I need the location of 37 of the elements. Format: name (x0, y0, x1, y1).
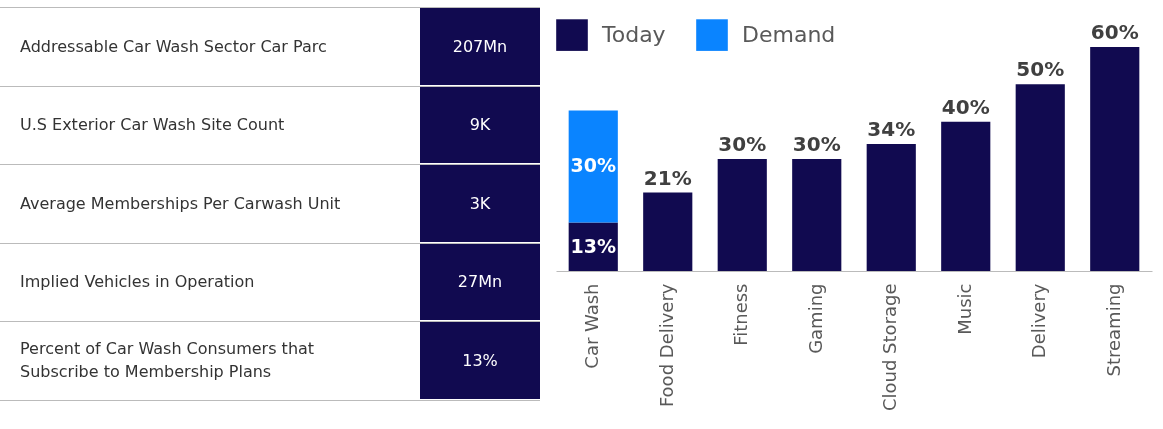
data-label: 50% (1016, 57, 1065, 82)
x-tick-label: Food Delivery (655, 283, 677, 408)
bar (866, 144, 916, 271)
text: 3K (420, 165, 540, 243)
legend-label: Today (601, 22, 666, 48)
bar (568, 110, 618, 223)
bar (941, 121, 991, 271)
x-tick-label: Delivery (1028, 283, 1050, 359)
text: U.S Exterior Car Wash Site Count (20, 114, 285, 137)
data-label: 21% (643, 165, 692, 190)
data-label: 60% (1090, 20, 1139, 44)
bar (1015, 84, 1065, 271)
text: 27Mn (420, 243, 540, 321)
bar (792, 159, 842, 271)
text: 13% (420, 322, 540, 400)
data-label: 30% (718, 132, 767, 156)
text: 9K (420, 86, 540, 164)
text: Percent of Car Wash Consumers that Subscribe to Membership Plans (20, 338, 316, 383)
legend-label: Demand (742, 22, 836, 48)
data-label: 30% (570, 154, 616, 177)
bar (1090, 47, 1140, 271)
bar (717, 159, 767, 271)
x-tick-label: Music (953, 283, 975, 335)
x-tick-label: Gaming (804, 283, 826, 354)
x-tick-label: Fitness (730, 283, 752, 346)
data-label: 34% (867, 117, 916, 142)
text: 207Mn (420, 8, 540, 86)
x-tick-label: Car Wash (581, 283, 603, 369)
x-tick-label: Streaming (1102, 283, 1124, 377)
data-label: 30% (792, 132, 841, 156)
x-tick-label: Cloud Storage (879, 283, 901, 412)
text: Implied Vehicles in Operation (20, 271, 255, 294)
bar (643, 192, 693, 271)
text: Average Memberships Per Carwash Unit (20, 192, 341, 215)
data-label: 40% (941, 94, 990, 119)
data-label: 13% (570, 234, 616, 257)
text: Addressable Car Wash Sector Car Parc (20, 35, 327, 58)
